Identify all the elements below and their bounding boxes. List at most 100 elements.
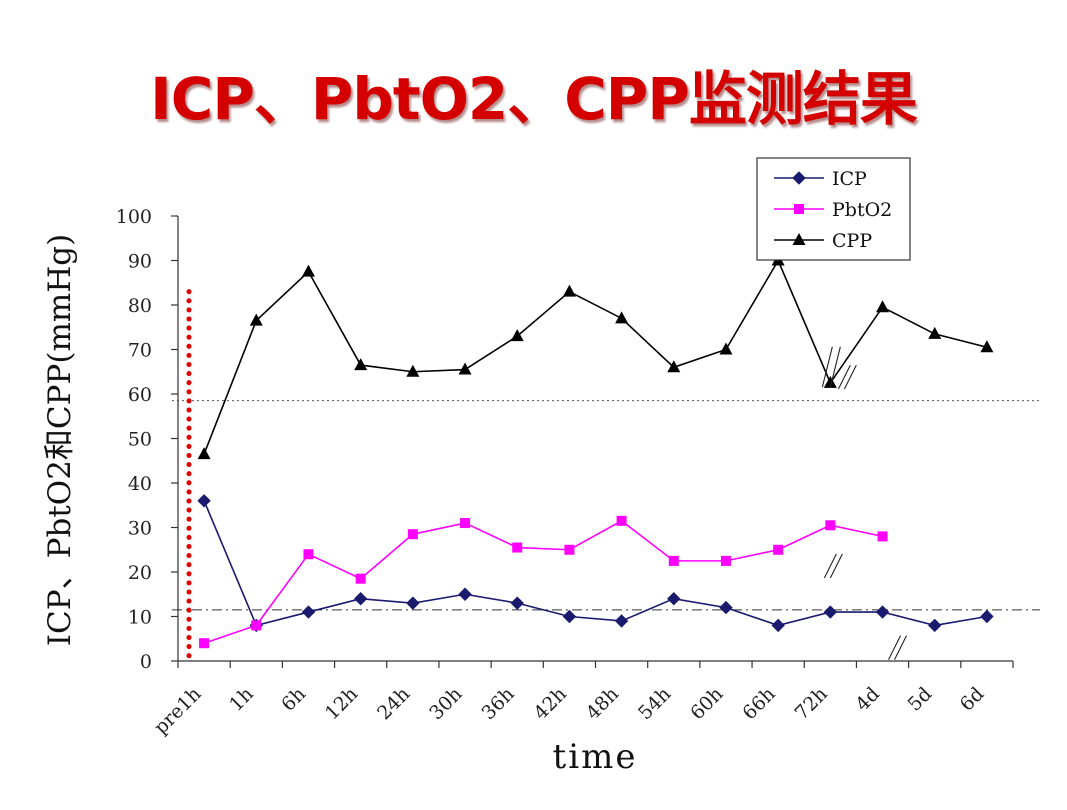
data-point-diamond (667, 591, 681, 606)
data-point-square (720, 555, 731, 566)
series-line-cpp (203, 258, 988, 455)
axis-break-mark (829, 346, 841, 388)
data-point-diamond (771, 618, 785, 633)
y-tick-label: 90 (128, 251, 152, 273)
data-point-triangle (197, 447, 211, 460)
x-tick-label: 1h (225, 683, 258, 716)
legend-item-cpp: CPP (774, 230, 872, 252)
series-icp (197, 494, 994, 633)
x-tick-label: 6h (277, 683, 310, 716)
axis-break-mark (821, 346, 833, 388)
data-point-triangle (249, 313, 263, 326)
x-tick-label: 66h (738, 683, 779, 724)
x-tick-label: 48h (582, 683, 623, 724)
legend-label: ICP (832, 168, 867, 190)
data-point-triangle (354, 358, 368, 371)
x-tick-label: 72h (791, 683, 832, 724)
y-tick-label: 20 (128, 562, 152, 584)
y-tick-label: 40 (128, 473, 152, 495)
axis-break-mark (823, 553, 837, 579)
data-point-square (512, 542, 523, 553)
x-tick-label: 6d (956, 683, 989, 716)
y-tick-label: 60 (128, 384, 152, 406)
x-axis-label: time (553, 737, 638, 777)
data-point-diamond (458, 587, 472, 601)
y-tick-label: 10 (128, 607, 152, 629)
data-point-square (825, 520, 836, 531)
y-tick-label: 80 (128, 295, 152, 317)
data-point-diamond (406, 596, 420, 610)
data-point-diamond (792, 171, 806, 185)
data-point-triangle (562, 284, 576, 297)
axis-break-mark (829, 553, 843, 579)
x-tick-label: 4d (851, 683, 884, 716)
data-point-square (616, 515, 627, 526)
data-point-triangle (615, 311, 629, 324)
x-tick-label: 54h (634, 683, 675, 724)
x-tick-label: 12h (321, 683, 362, 724)
series (197, 253, 994, 649)
data-point-triangle (406, 364, 420, 377)
data-point-square (794, 204, 804, 214)
x-tick-label: 36h (477, 683, 518, 724)
data-point-square (407, 529, 418, 540)
axis-breaks (821, 346, 908, 660)
data-point-diamond (614, 614, 629, 628)
y-tick-label: 100 (116, 206, 152, 228)
data-point-diamond (928, 618, 942, 633)
data-point-diamond (562, 609, 577, 624)
y-tick-label: 70 (128, 340, 152, 362)
axis-break-mark (843, 364, 857, 390)
data-point-triangle (719, 342, 733, 355)
data-point-square (303, 549, 314, 560)
data-point-square (773, 544, 784, 555)
x-tick-label: 30h (425, 683, 466, 724)
legend-item-pbto2: PbtO2 (774, 199, 892, 221)
data-point-diamond (353, 591, 368, 606)
axis-break-mark (837, 364, 851, 390)
data-point-triangle (458, 362, 472, 375)
data-point-triangle (980, 340, 994, 353)
data-point-diamond (197, 494, 211, 508)
data-point-diamond (980, 609, 994, 624)
series-pbto2 (199, 515, 888, 649)
legend: ICP PbtO2 CPP (756, 157, 911, 261)
data-point-diamond (719, 600, 733, 615)
x-tick-label: 24h (373, 683, 414, 724)
data-point-diamond (823, 605, 838, 619)
y-tick-label: 50 (128, 429, 152, 451)
data-point-square (877, 531, 888, 542)
data-point-square (251, 620, 262, 631)
legend-item-icp: ICP (774, 168, 867, 190)
data-point-square (564, 544, 575, 555)
data-point-triangle (876, 300, 890, 313)
data-point-triangle (792, 233, 806, 245)
x-tick-label: 5d (904, 683, 937, 716)
data-point-triangle (823, 375, 837, 388)
data-point-diamond (510, 596, 524, 610)
page-title: ICP、PbtO2、CPP监测结果 (150, 65, 918, 133)
series-line-icp (203, 500, 988, 627)
axes: 0 10 20 30 40 50 60 70 80 90 100 pre1h 1h 6h 12h 24h 30h… (116, 206, 1014, 739)
axis-break-mark (888, 635, 902, 660)
data-point-diamond (301, 605, 316, 619)
legend-label: PbtO2 (832, 199, 892, 221)
series-cpp (197, 253, 994, 460)
y-tick-label: 0 (140, 651, 152, 673)
data-point-diamond (875, 605, 890, 619)
y-axis-label: ICP、PbtO2和CPP(mmHg) (42, 234, 78, 646)
legend-label: CPP (832, 230, 872, 252)
data-point-square (199, 638, 210, 649)
data-point-triangle (301, 264, 315, 277)
data-point-triangle (510, 329, 524, 342)
reference-lines (172, 400, 1040, 611)
data-point-square (460, 518, 471, 529)
data-point-triangle (928, 326, 942, 339)
data-point-square (355, 573, 366, 584)
x-tick-label: 42h (530, 683, 571, 724)
series-line-pbto2 (203, 519, 883, 644)
axis-break-mark (894, 635, 908, 660)
x-tick-label: 60h (686, 683, 727, 724)
data-point-square (668, 555, 679, 566)
